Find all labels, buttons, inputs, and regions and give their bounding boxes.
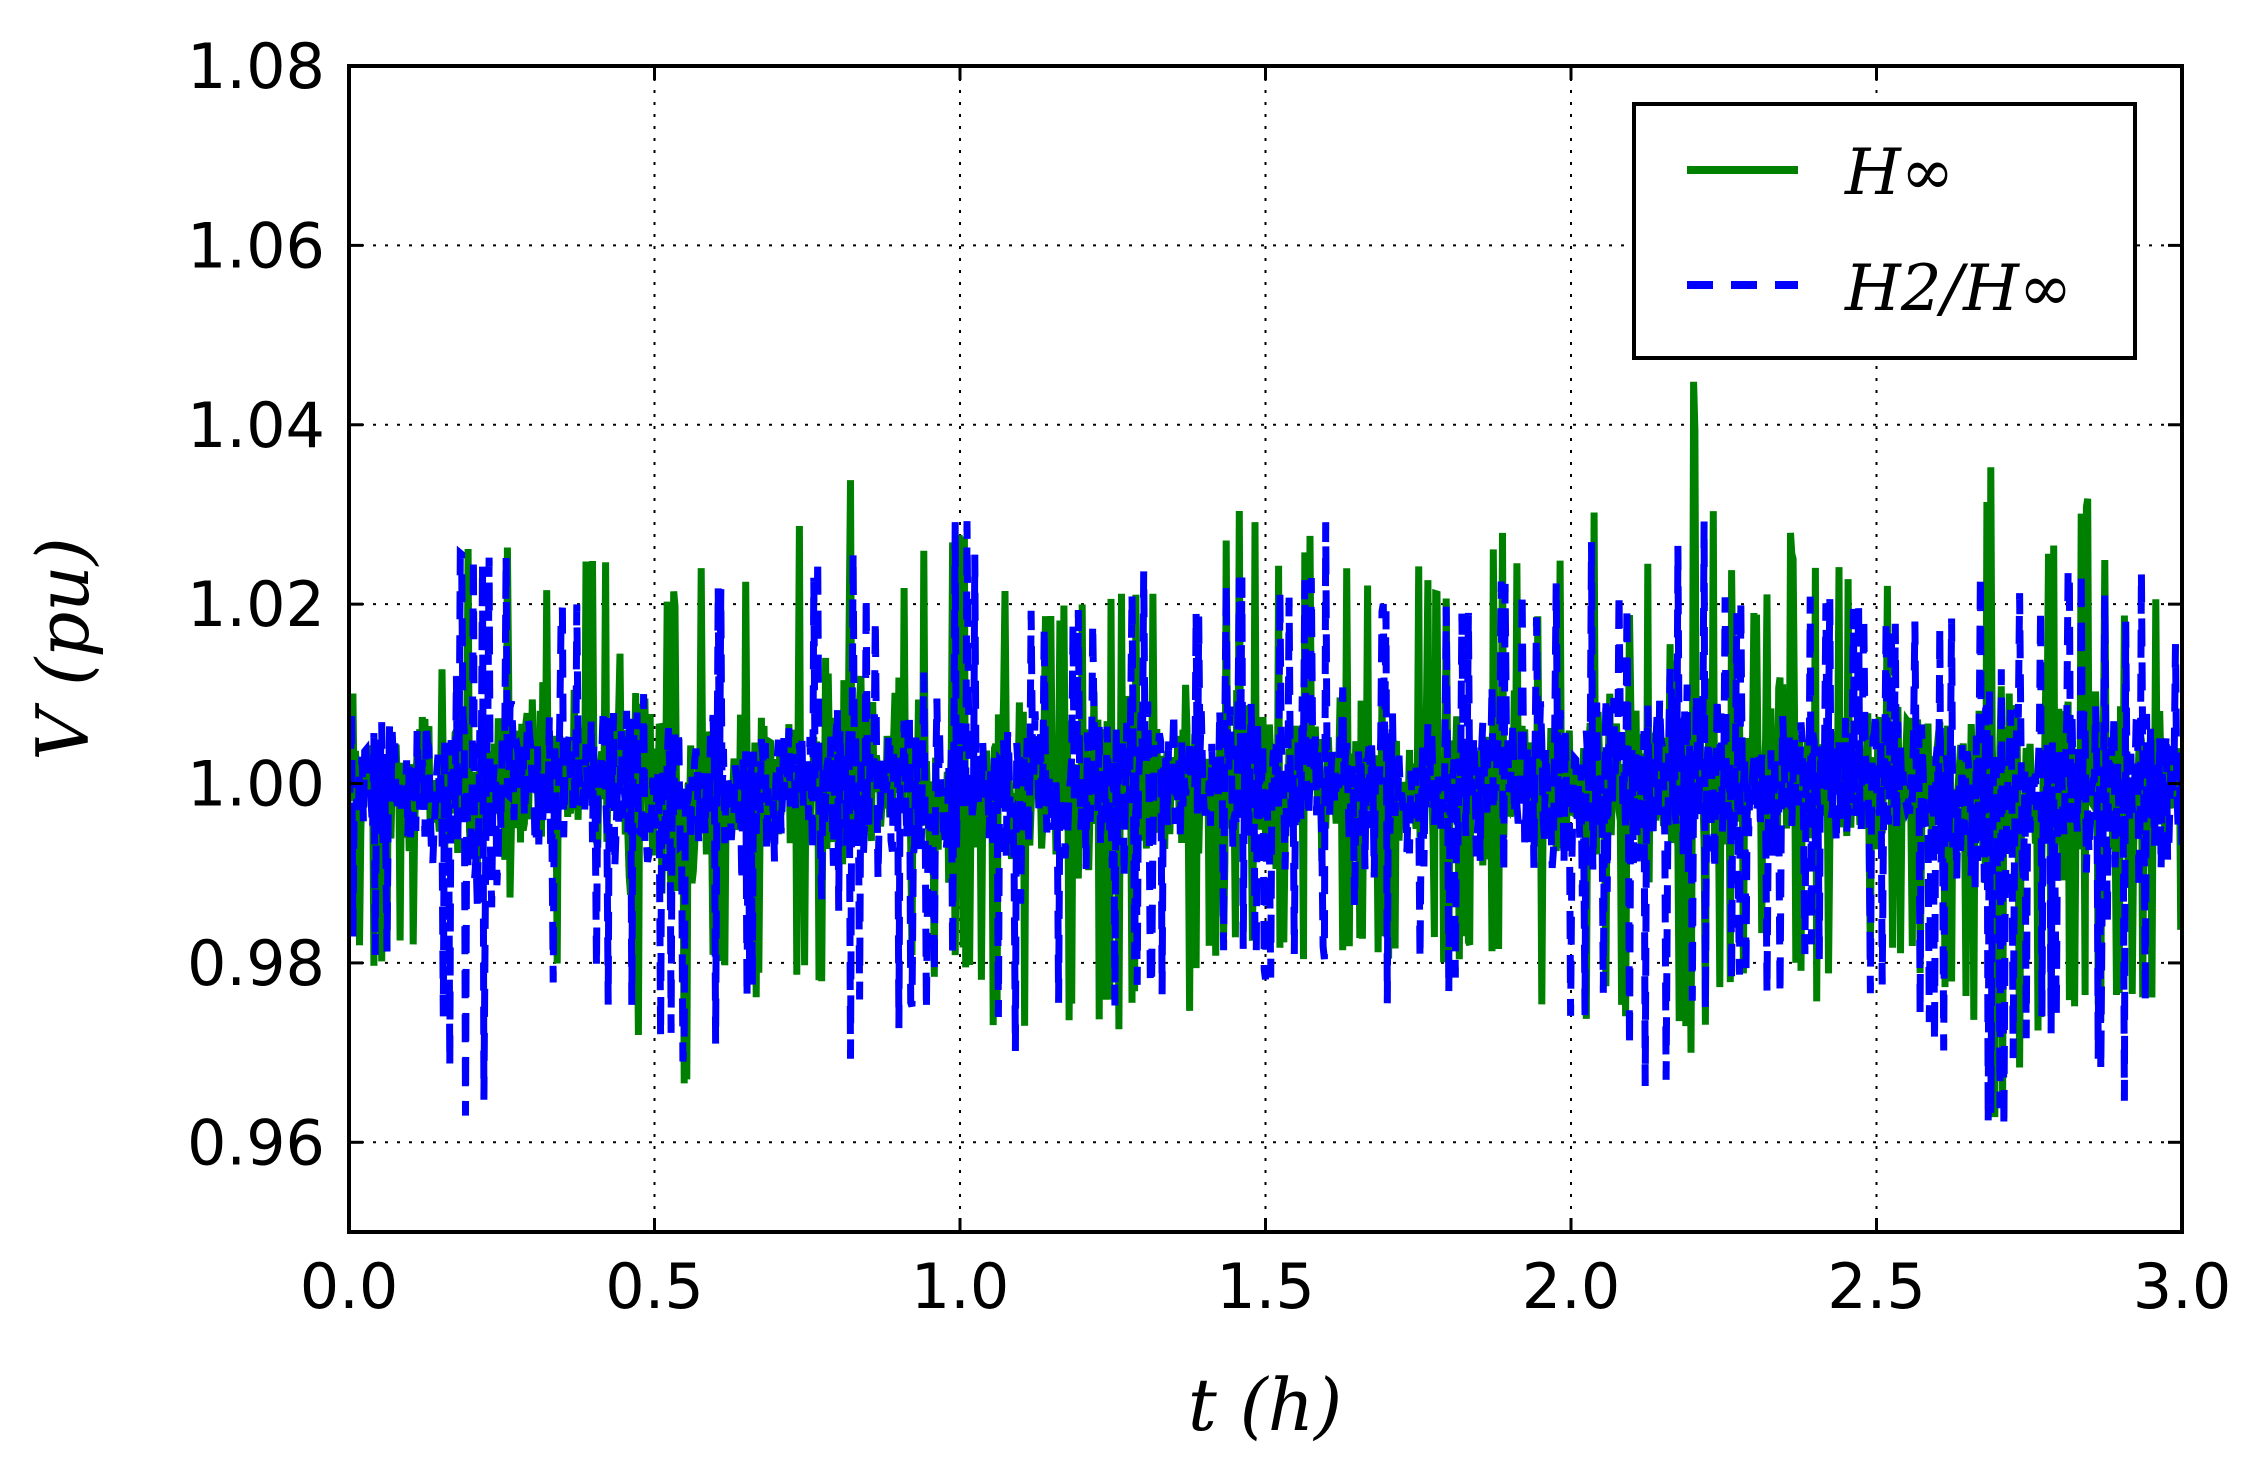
- x-axis-label: t (h): [1188, 1363, 1342, 1447]
- series-line-1: [349, 521, 2182, 1128]
- legend: H∞ H2/H∞: [1632, 102, 2137, 360]
- legend-label-h2hinf: H2/H∞: [1844, 252, 2072, 326]
- x-tick-label: 1.5: [1216, 1250, 1315, 1323]
- y-tick-label: 1.06: [187, 209, 325, 282]
- y-tick-label: 0.98: [187, 927, 325, 1000]
- x-tick-label: 0.5: [605, 1250, 704, 1323]
- x-tick-label: 3.0: [2133, 1250, 2232, 1323]
- y-axis-label: V (pu): [21, 537, 105, 761]
- x-tick-label: 2.0: [1522, 1250, 1621, 1323]
- x-tick-label: 0.0: [300, 1250, 399, 1323]
- x-tick-label: 2.5: [1827, 1250, 1926, 1323]
- y-tick-label: 1.08: [187, 30, 325, 103]
- y-tick-label: 1.00: [187, 748, 325, 821]
- y-tick-label: 0.96: [187, 1106, 325, 1179]
- plot-area: [349, 381, 2182, 1128]
- x-tick-label: 1.0: [911, 1250, 1010, 1323]
- legend-box: [1632, 102, 2137, 360]
- y-tick-label: 1.02: [187, 568, 325, 641]
- axis-ticks: 0.0 0.5 1.0 1.5 2.0 2.5 3.0 0.96 0.98 1.00 1.02 1.0…: [187, 30, 2231, 1323]
- legend-label-hinf: H∞: [1844, 136, 1954, 210]
- y-tick-label: 1.04: [187, 389, 325, 462]
